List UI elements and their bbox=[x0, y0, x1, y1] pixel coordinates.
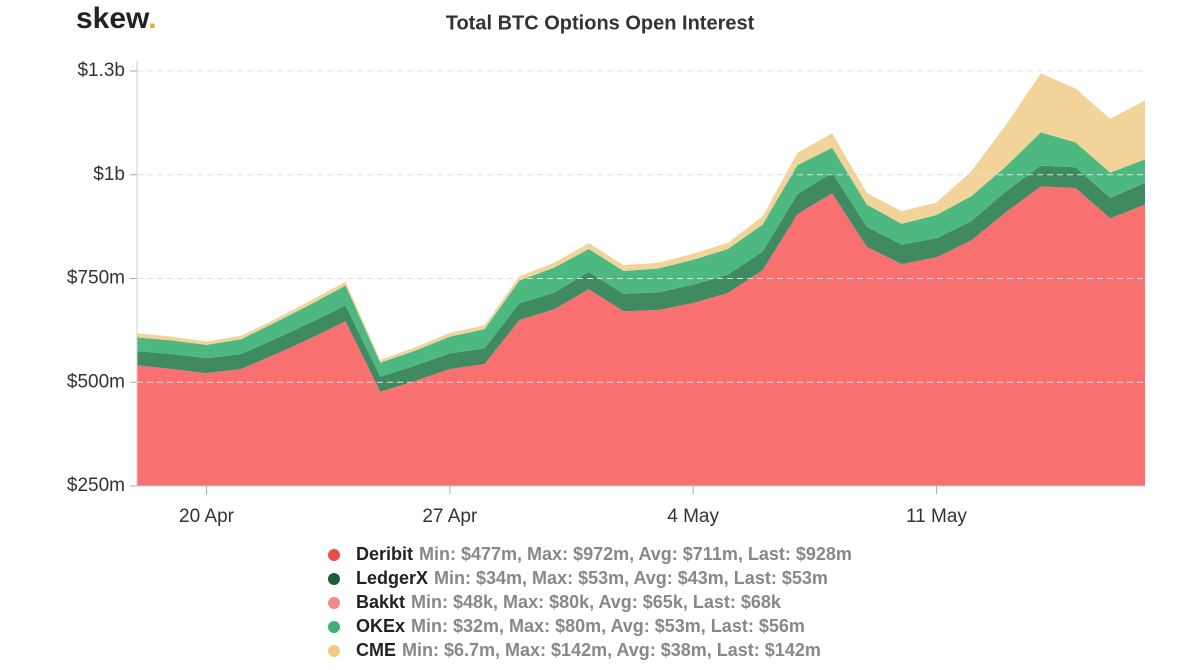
y-tick-label: $750m bbox=[67, 268, 125, 289]
legend-name: LedgerX bbox=[356, 568, 428, 588]
x-tick-label: 20 Apr bbox=[179, 506, 235, 527]
legend-name: CME bbox=[356, 640, 396, 660]
area bbox=[137, 73, 1145, 363]
x-tick-label: 27 Apr bbox=[422, 506, 478, 527]
x-tick-label: 11 May bbox=[906, 506, 967, 527]
legend-marker bbox=[328, 645, 340, 657]
y-tick-label: $1.3b bbox=[77, 60, 125, 81]
legend-name: OKEx bbox=[356, 616, 405, 636]
legend-marker bbox=[328, 597, 340, 609]
legend-summary: Min: $32m, Max: $80m, Avg: $53m, Last: $… bbox=[411, 616, 805, 636]
logo-text: skew bbox=[76, 2, 150, 35]
area bbox=[137, 165, 1145, 392]
legend-entry: Bakkt Min: $48k, Max: $80k, Avg: $65k, La… bbox=[356, 592, 782, 612]
legend-entry: Deribit Min: $477m, Max: $972m, Avg: $711… bbox=[356, 544, 852, 564]
legend-marker bbox=[328, 549, 340, 561]
legend-entry: CME Min: $6.7m, Max: $142m, Avg: $38m, La… bbox=[356, 640, 821, 660]
plot-area bbox=[137, 73, 1145, 486]
legend-summary: Min: $34m, Max: $53m, Avg: $43m, Last: $… bbox=[434, 568, 828, 588]
legend-entry: OKEx Min: $32m, Max: $80m, Avg: $53m, Las… bbox=[356, 616, 805, 636]
legend-summary: Min: $6.7m, Max: $142m, Avg: $38m, Last:… bbox=[402, 640, 821, 660]
legend-name: Bakkt bbox=[356, 592, 405, 612]
logo: skew. bbox=[76, 2, 157, 35]
y-tick-label: $250m bbox=[67, 475, 125, 496]
legend-summary: Min: $48k, Max: $80k, Avg: $65k, Last: $… bbox=[411, 592, 782, 612]
legend-entry: LedgerX Min: $34m, Max: $53m, Avg: $43m, … bbox=[356, 568, 828, 588]
x-tick-label: 4 May bbox=[667, 506, 719, 527]
chart-title: Total BTC Options Open Interest bbox=[446, 12, 755, 34]
y-tick-label: $1b bbox=[93, 164, 125, 185]
legend-marker bbox=[328, 621, 340, 633]
legend-summary: Min: $477m, Max: $972m, Avg: $711m, Last… bbox=[419, 544, 852, 564]
area bbox=[137, 132, 1145, 377]
logo-dot: . bbox=[148, 2, 156, 35]
legend-name: Deribit bbox=[356, 544, 413, 564]
y-tick-label: $500m bbox=[67, 371, 125, 392]
area bbox=[137, 186, 1145, 486]
legend-marker bbox=[328, 573, 340, 585]
